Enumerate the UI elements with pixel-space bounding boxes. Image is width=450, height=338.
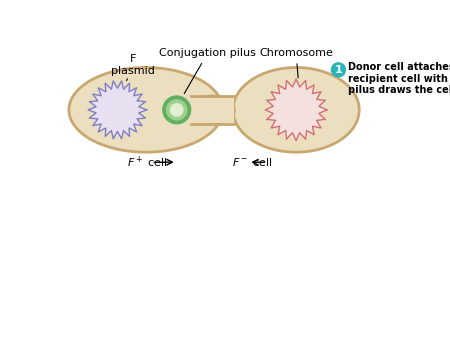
Circle shape: [163, 96, 191, 124]
Text: Conjugation pilus: Conjugation pilus: [159, 48, 256, 94]
Text: Chromosome: Chromosome: [259, 48, 333, 78]
Circle shape: [331, 62, 346, 77]
Circle shape: [166, 100, 187, 120]
Polygon shape: [265, 79, 327, 141]
Ellipse shape: [69, 68, 223, 152]
Text: F
plasmid: F plasmid: [111, 54, 155, 80]
Text: $F^+$ cell: $F^+$ cell: [127, 154, 167, 170]
Bar: [191, 97, 234, 123]
Polygon shape: [88, 81, 147, 139]
Circle shape: [171, 104, 183, 116]
Text: $F^-$ cell: $F^-$ cell: [232, 156, 273, 168]
Text: 1: 1: [334, 65, 342, 75]
Text: Donor cell attaches to a
recipient cell with its pilus. The
pilus draws the cell: Donor cell attaches to a recipient cell …: [348, 62, 450, 95]
Ellipse shape: [233, 68, 359, 152]
Ellipse shape: [191, 96, 234, 124]
